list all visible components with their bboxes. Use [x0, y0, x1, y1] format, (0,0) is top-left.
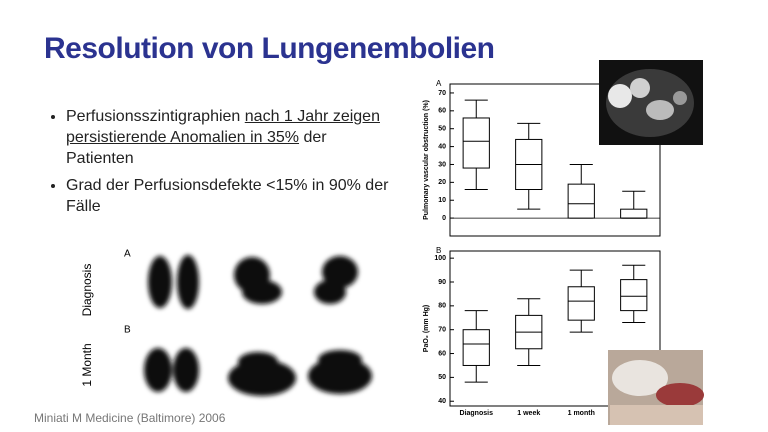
bullet-text: der Patienten [66, 129, 327, 167]
y-tick-label: 100 [434, 255, 446, 262]
panel-label: A [436, 79, 442, 88]
plot-frame [449, 250, 661, 407]
y-tick-label: 40 [438, 143, 446, 150]
y-tick-label: 80 [438, 303, 446, 310]
panel-label: B [436, 246, 441, 255]
row-label: Diagnosis [80, 264, 94, 317]
y-tick-label: 50 [438, 126, 446, 133]
scan-images [144, 255, 372, 396]
box [620, 208, 648, 219]
citation: Miniati M Medicine (Baltimore) 2006 [34, 411, 226, 425]
y-axis-label: Pulmonary vascular obstruction (%) [423, 100, 430, 220]
bullet-text: nach 1 Jahr zeigen persistierende Anomal… [66, 108, 380, 146]
y-tick-label: 90 [438, 279, 446, 286]
bullet-text: Perfusionsszintigraphien [66, 108, 245, 125]
box [567, 183, 595, 219]
y-tick-label: 60 [438, 350, 446, 357]
y-tick-label: 50 [438, 374, 446, 381]
bullet-list: Perfusionsszintigraphien nach 1 Jahr zei… [40, 106, 396, 223]
y-tick-label: 30 [438, 161, 446, 168]
y-tick-label: 40 [438, 398, 446, 405]
y-tick-label: 10 [438, 197, 446, 204]
y-tick-label: 20 [438, 179, 446, 186]
x-tick-label: 1 week [517, 410, 540, 417]
panel-label: A [124, 249, 131, 260]
ct-image [599, 60, 703, 145]
box-charts: A Pulmonary vascular obstruction (%) 0 10 20… [423, 79, 661, 417]
y-tick-label: 70 [438, 90, 446, 97]
y-tick-label: 0 [442, 215, 446, 222]
bullet-text: Grad der Perfusionsdefekte <15% in 90% d… [66, 177, 389, 215]
bullet: Grad der Perfusionsdefekte <15% in 90% d… [66, 175, 396, 217]
x-tick-label: Diagnosis [460, 410, 494, 417]
slide-title: Resolution von Lungenembolien [44, 32, 495, 65]
y-axis-label: PaO₂ (mm Hg) [423, 305, 430, 352]
box [462, 117, 490, 169]
panel-label: B [124, 325, 131, 336]
plot-frame [449, 83, 661, 237]
box [567, 286, 595, 321]
box [462, 329, 490, 366]
x-tick-label: 1 month [568, 410, 595, 417]
box [620, 279, 648, 312]
bullet: Perfusionsszintigraphien nach 1 Jahr zei… [66, 106, 396, 169]
row-label: 1 Month [80, 343, 94, 386]
scintigraphy: A B Diagnosis 1 Month [80, 240, 380, 405]
y-tick-label: 60 [438, 108, 446, 115]
hand-photo [608, 350, 704, 425]
y-tick-label: 70 [438, 327, 446, 334]
